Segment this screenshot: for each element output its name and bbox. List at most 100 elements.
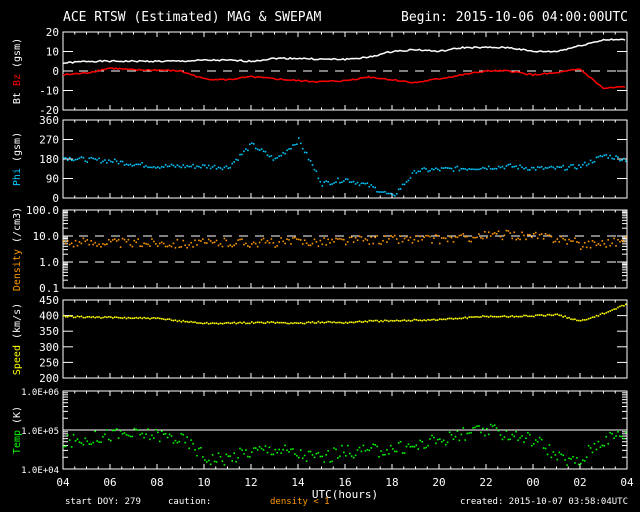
data-point [311,242,314,245]
data-point [376,190,378,193]
data-point [366,182,369,184]
data-point [131,245,134,248]
data-point [286,449,288,452]
data-point [560,314,563,317]
data-point [243,150,245,153]
data-point [558,451,561,454]
data-point [525,167,527,169]
data-point [74,239,77,242]
data-point [419,439,422,442]
data-point [374,186,376,189]
data-point [440,318,443,321]
data-point [323,181,326,183]
data-point [301,457,304,460]
data-point [388,238,390,240]
data-point [190,439,192,441]
data-point [241,322,243,324]
data-point [527,233,529,236]
data-point [491,233,494,235]
data-point [470,431,472,434]
data-point [617,238,619,241]
data-point [64,445,67,448]
data-point [172,242,175,245]
data-point [84,316,87,319]
data-point [405,236,408,238]
data-point [231,245,234,248]
data-point [254,147,257,150]
data-point [429,235,431,238]
data-point [343,322,345,325]
data-point [354,183,357,185]
data-point [482,427,484,430]
data-point [352,241,355,243]
data-point [384,191,386,193]
data-point [346,322,349,324]
data-point [113,429,116,432]
data-point [439,318,441,320]
data-point [188,244,190,246]
data-point [484,230,486,233]
data-point [106,161,108,164]
data-point [298,322,300,325]
data-point [298,238,300,241]
data-point [182,164,185,166]
data-point [497,430,500,432]
data-point [264,445,267,448]
data-point [327,320,329,323]
data-point [166,245,169,248]
data-point [376,445,378,448]
data-point [268,155,271,158]
data-point [270,155,273,157]
data-point [431,434,433,437]
data-point [399,320,402,322]
data-point [158,242,161,245]
data-point [382,320,384,323]
data-point [335,181,337,183]
data-point [452,241,455,243]
data-point [474,316,476,318]
data-point [276,451,279,454]
data-point [202,164,204,166]
data-point [223,166,226,169]
data-point [151,317,153,319]
data-point [384,319,386,322]
data-point [593,442,596,445]
data-point [249,456,251,458]
data-point [141,432,143,435]
data-point [92,441,94,444]
data-point [374,319,376,322]
data-point [155,317,157,320]
data-point [625,431,627,433]
data-point [615,245,617,247]
data-point [303,322,306,325]
data-point [491,425,494,427]
data-point [460,234,463,236]
data-point [343,238,345,241]
data-point [286,322,288,325]
data-point [456,236,459,239]
data-point [609,431,611,434]
y-axis-label-part: Bt [12,92,23,104]
data-point [63,314,65,317]
data-point [158,167,161,169]
data-point [270,321,273,323]
y-axis-label: Bt Bz (gsm) [12,38,23,104]
data-point [252,241,255,244]
data-point [566,464,568,466]
data-point [589,317,592,319]
data-point [501,238,504,241]
data-point [360,450,363,453]
data-point [554,454,557,456]
data-point [403,183,406,186]
data-point [574,167,576,169]
data-point [517,167,519,170]
data-point [591,316,594,319]
data-point [258,241,261,244]
data-point [454,236,457,238]
data-point [123,164,126,166]
data-point [315,241,318,243]
data-point [611,157,613,160]
data-point [572,455,574,458]
x-tick-label: 00 [526,476,539,489]
data-point [80,242,83,245]
